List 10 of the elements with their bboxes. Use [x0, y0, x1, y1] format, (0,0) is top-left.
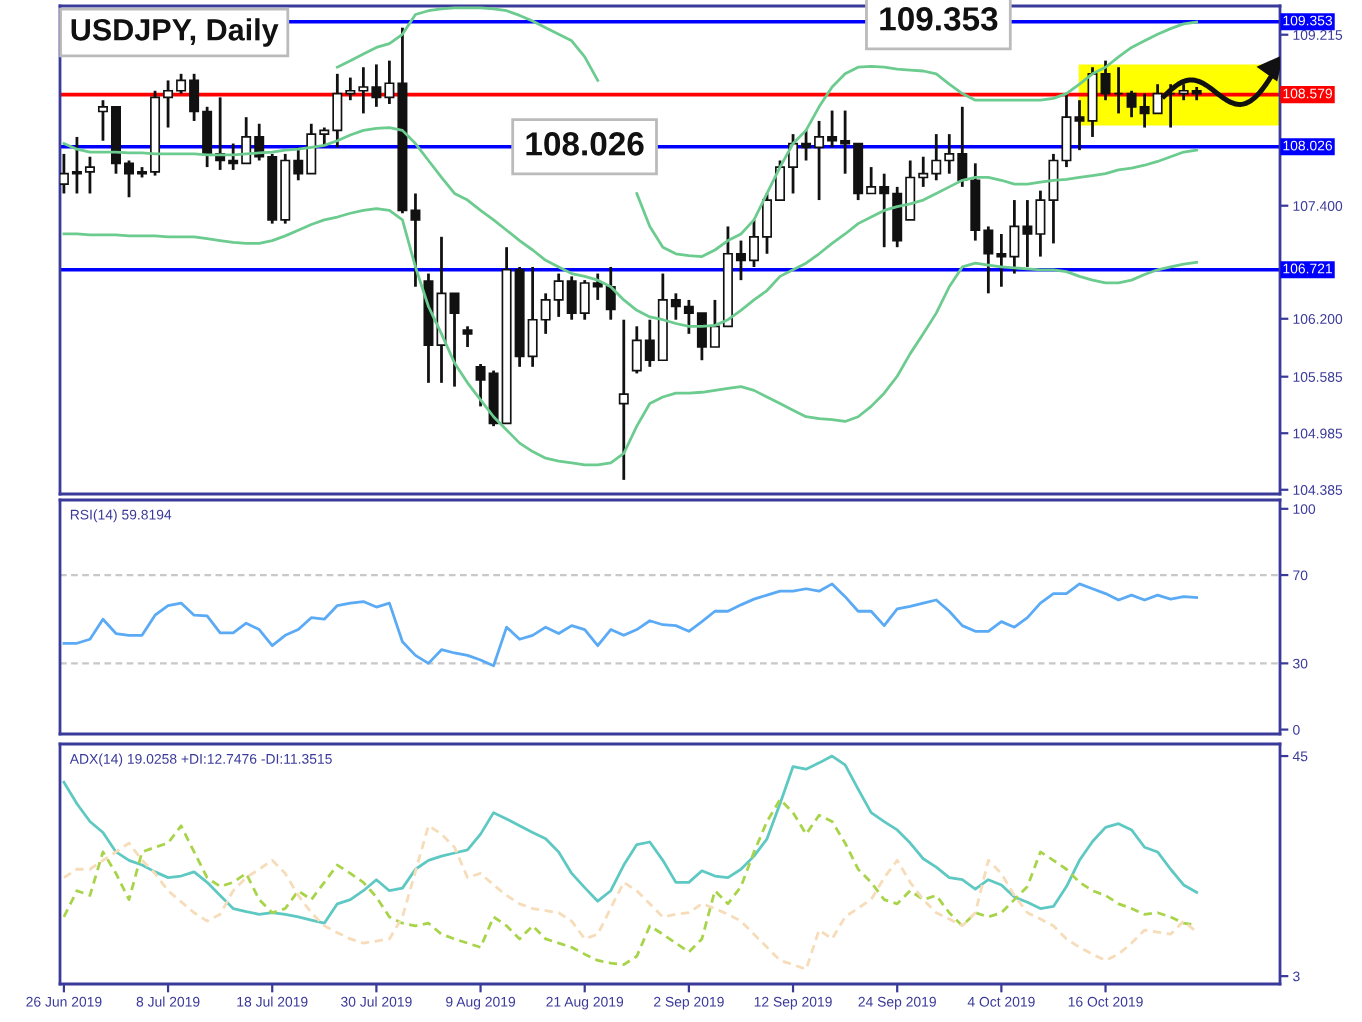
candlestick — [449, 291, 460, 388]
chart-title: USDJPY, Daily — [71, 18, 279, 47]
line-series — [62, 582, 1199, 668]
line-series — [62, 207, 1199, 467]
line-series — [62, 754, 1199, 925]
annotation: 108.026 — [526, 132, 644, 156]
candlestick — [462, 324, 473, 349]
line-series — [62, 824, 1199, 971]
annotation: 109.353 — [880, 7, 998, 31]
candlestick — [618, 318, 629, 482]
